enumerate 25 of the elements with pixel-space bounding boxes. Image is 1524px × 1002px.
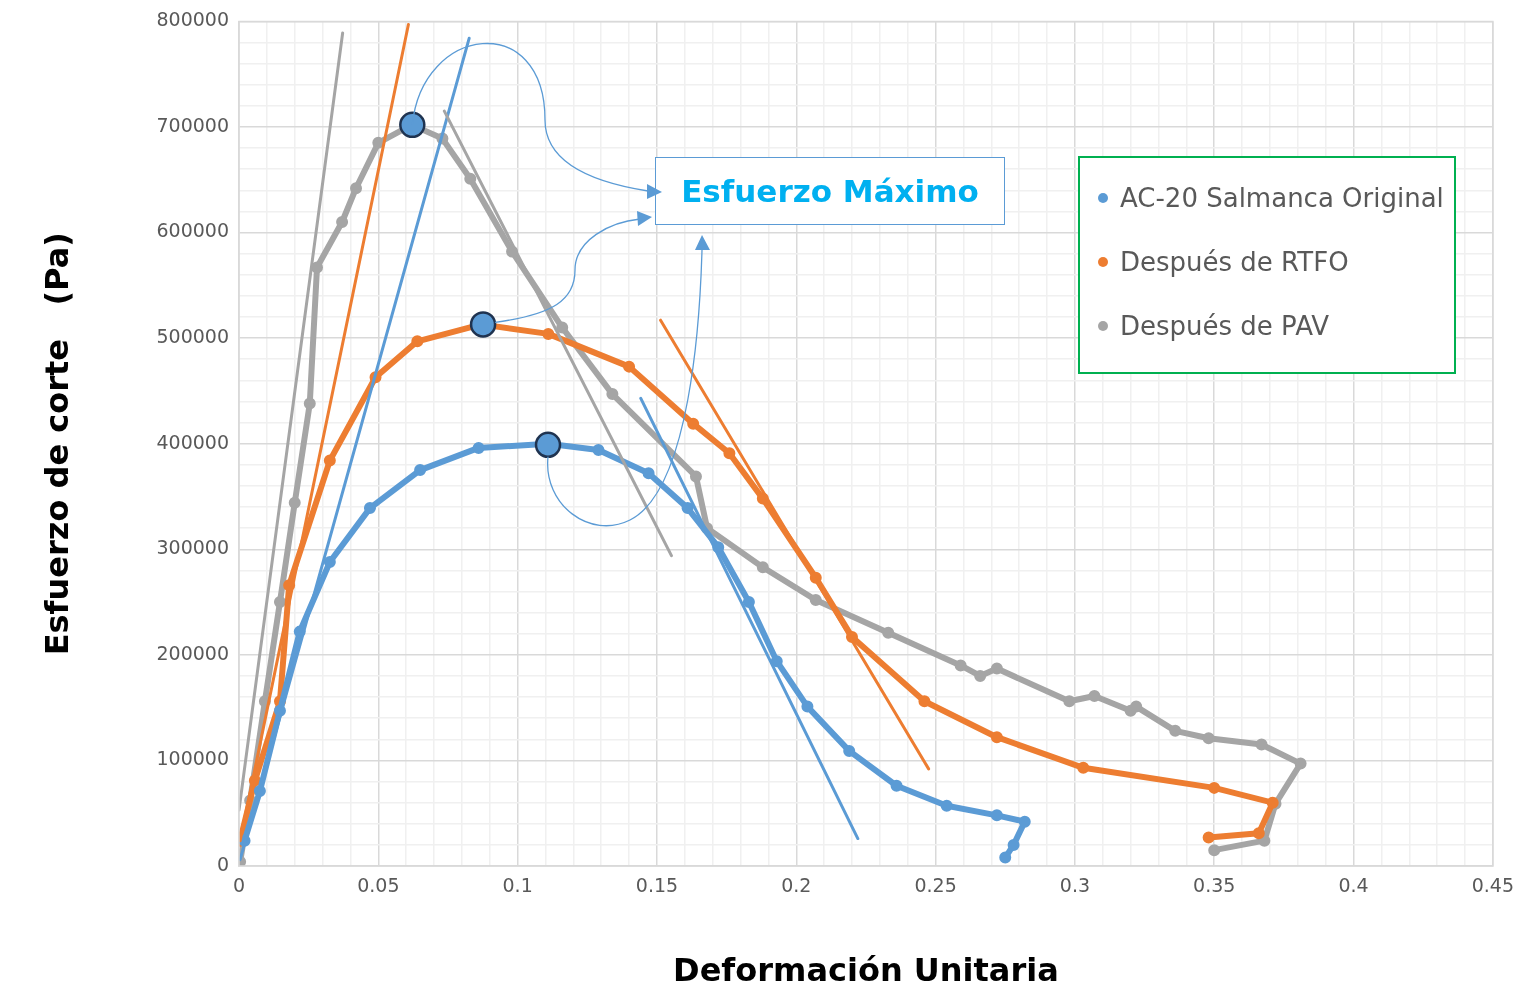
y-tick-label: 300000	[156, 536, 229, 559]
x-tick-label: 0.45	[1471, 874, 1514, 897]
x-tick-label: 0.15	[635, 874, 679, 897]
x-tick-label: 0.2	[781, 874, 812, 897]
legend-label: Después de RTFO	[1120, 247, 1349, 278]
x-tick-label: 0.4	[1338, 874, 1369, 897]
y-tick-label: 500000	[156, 325, 229, 348]
y-tick-label: 400000	[156, 430, 229, 453]
x-tick-label: 0.35	[1193, 874, 1236, 897]
x-tick-label: 0.05	[357, 874, 400, 897]
y-tick-label: 100000	[156, 747, 229, 770]
legend-label: AC-20 Salmanca Original	[1120, 183, 1444, 214]
y-tick-label: 600000	[156, 219, 229, 242]
y-tick-label: 700000	[156, 113, 229, 136]
y-tick-label: 0	[216, 852, 229, 875]
legend-label: Después de PAV	[1120, 311, 1330, 342]
x-tick-label: 0.1	[502, 874, 533, 897]
x-tick-label: 0	[232, 874, 246, 897]
y-tick-label: 200000	[156, 641, 229, 664]
y-axis-title: Esfuerzo de corte (Pa)	[37, 232, 76, 656]
x-axis-title: Deformación Unitaria	[673, 951, 1059, 990]
annotation: Esfuerzo Máximo	[655, 157, 1005, 225]
y-tick-label: 800000	[156, 8, 229, 31]
x-tick-label: 0.25	[914, 874, 957, 897]
x-tick-label: 0.3	[1059, 874, 1091, 897]
